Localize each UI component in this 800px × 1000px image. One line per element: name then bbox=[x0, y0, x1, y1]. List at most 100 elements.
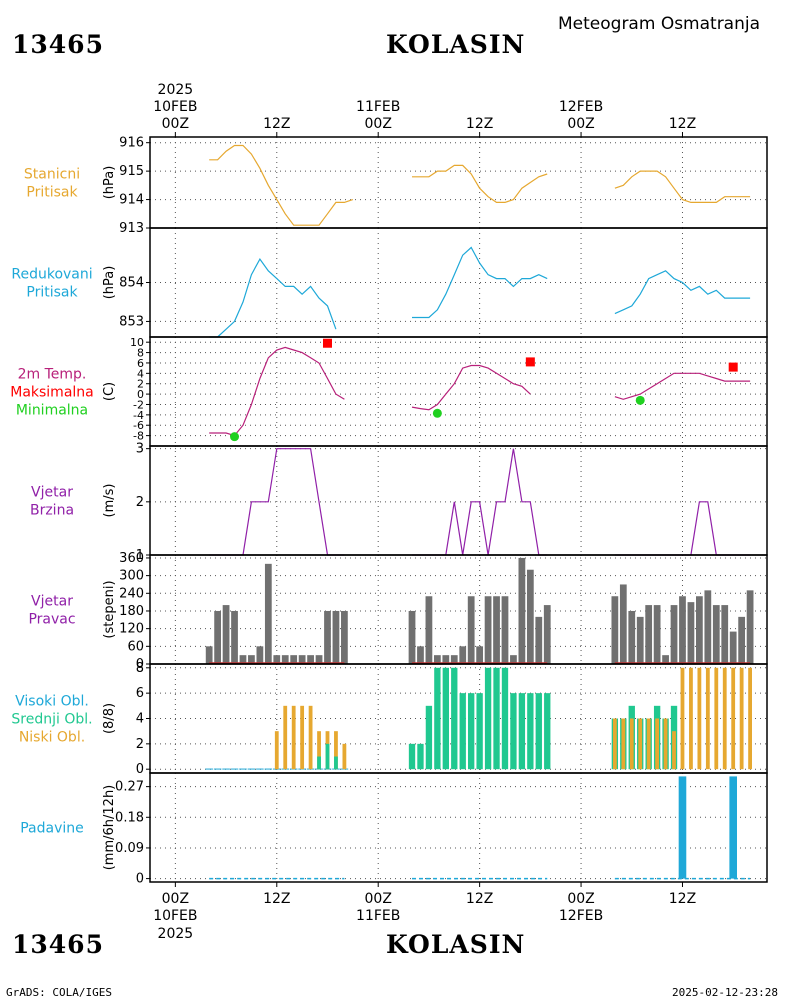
bar bbox=[678, 776, 687, 879]
series-line bbox=[411, 364, 531, 411]
x-tick-label: 12Z bbox=[263, 116, 290, 132]
bar bbox=[467, 596, 475, 664]
bar bbox=[653, 605, 661, 664]
y-tick-label: 4 bbox=[136, 712, 144, 727]
y-tick-label: 0.09 bbox=[115, 841, 144, 856]
min-temp-marker bbox=[230, 432, 240, 442]
y-tick-label: 120 bbox=[119, 622, 144, 637]
bar bbox=[687, 602, 695, 664]
bar bbox=[342, 743, 347, 770]
unit-label: (m/s) bbox=[102, 484, 117, 518]
bar bbox=[662, 655, 669, 664]
bar bbox=[646, 718, 651, 770]
unit-label: (stepeni) bbox=[102, 580, 117, 638]
bar bbox=[315, 655, 323, 664]
bar bbox=[501, 667, 509, 770]
bar bbox=[535, 616, 543, 664]
credit-label: GrADS: COLA/IGES bbox=[6, 986, 112, 999]
panel-frame bbox=[149, 227, 768, 338]
bar bbox=[317, 756, 321, 770]
y-tick-label: 913 bbox=[119, 221, 144, 236]
bar bbox=[493, 667, 500, 770]
y-tick-label: -6 bbox=[133, 419, 144, 432]
unit-label: (hPa) bbox=[102, 166, 117, 200]
bar bbox=[544, 693, 551, 770]
bar bbox=[442, 655, 450, 664]
bar bbox=[468, 693, 475, 770]
bar bbox=[621, 718, 626, 770]
timestamp-label: 2025-02-12-23:28 bbox=[672, 986, 778, 999]
bar bbox=[638, 718, 643, 770]
bar bbox=[739, 667, 744, 770]
bar bbox=[290, 655, 298, 664]
bar bbox=[222, 768, 230, 770]
x-tick-label: 00Z bbox=[365, 116, 392, 132]
panel-label: 2m Temp. bbox=[18, 367, 87, 383]
station-id-bottom: 13465 bbox=[12, 930, 104, 959]
bar bbox=[628, 610, 636, 664]
bar bbox=[308, 705, 313, 770]
bar bbox=[518, 693, 526, 770]
bar bbox=[680, 667, 685, 770]
bar bbox=[205, 768, 213, 770]
x-tick-label: 12Z bbox=[669, 891, 696, 907]
y-tick-label: 0 bbox=[136, 657, 144, 672]
bar bbox=[636, 616, 644, 664]
x-tick-label: 00Z bbox=[567, 116, 594, 132]
x-date-label: 10FEB bbox=[153, 908, 197, 924]
bar bbox=[722, 667, 727, 770]
bar bbox=[231, 610, 238, 664]
y-tick-label: 0 bbox=[137, 388, 144, 401]
panel-label: Vjetar bbox=[31, 485, 73, 501]
x-tick-label: 00Z bbox=[567, 891, 594, 907]
bar bbox=[619, 584, 627, 664]
series-line bbox=[614, 170, 751, 203]
series-line bbox=[614, 501, 751, 556]
y-tick-label: 2 bbox=[136, 737, 144, 752]
bar bbox=[317, 731, 321, 770]
y-tick-label: 4 bbox=[137, 367, 144, 380]
x-tick-label: 00Z bbox=[162, 891, 189, 907]
series-line bbox=[412, 246, 548, 319]
bar bbox=[510, 693, 517, 770]
panel-label: Vjetar bbox=[31, 594, 73, 610]
y-tick-label: 914 bbox=[119, 193, 144, 208]
station-name-bottom: KOLASIN bbox=[386, 930, 526, 959]
bar bbox=[670, 605, 678, 664]
bar bbox=[459, 646, 467, 664]
y-tick-label: 2 bbox=[137, 378, 144, 391]
bar bbox=[451, 667, 458, 770]
bar bbox=[450, 655, 458, 664]
panel-label: Pritisak bbox=[26, 285, 78, 301]
y-tick-label: 853 bbox=[119, 314, 144, 329]
bar bbox=[247, 768, 256, 770]
y-tick-label: 300 bbox=[119, 569, 144, 584]
bar bbox=[307, 655, 314, 664]
unit-label: (hPa) bbox=[102, 266, 117, 300]
y-tick-label: -8 bbox=[133, 430, 144, 443]
series-line bbox=[614, 372, 751, 400]
bar bbox=[214, 610, 221, 664]
y-tick-label: 854 bbox=[119, 276, 144, 291]
bar bbox=[417, 646, 424, 664]
panel-label: Minimalna bbox=[16, 403, 88, 419]
bar bbox=[746, 590, 754, 664]
bar bbox=[697, 667, 702, 770]
panel-frame bbox=[149, 445, 768, 556]
y-tick-label: 8 bbox=[136, 661, 144, 676]
unit-label: (mm/6h/12h) bbox=[102, 785, 117, 871]
y-tick-label: 6 bbox=[137, 357, 144, 370]
unit-label: (8/8) bbox=[102, 703, 117, 734]
y-tick-label: 180 bbox=[119, 604, 144, 619]
y-tick-label: 8 bbox=[137, 347, 144, 360]
panel-frame bbox=[149, 336, 768, 447]
bar bbox=[712, 605, 720, 664]
bar bbox=[264, 563, 272, 664]
bar bbox=[434, 667, 441, 770]
y-tick-label: 60 bbox=[127, 639, 144, 654]
bar bbox=[748, 667, 752, 770]
panel-label: Pravac bbox=[28, 612, 75, 628]
bar bbox=[281, 655, 289, 664]
bar bbox=[273, 655, 281, 664]
